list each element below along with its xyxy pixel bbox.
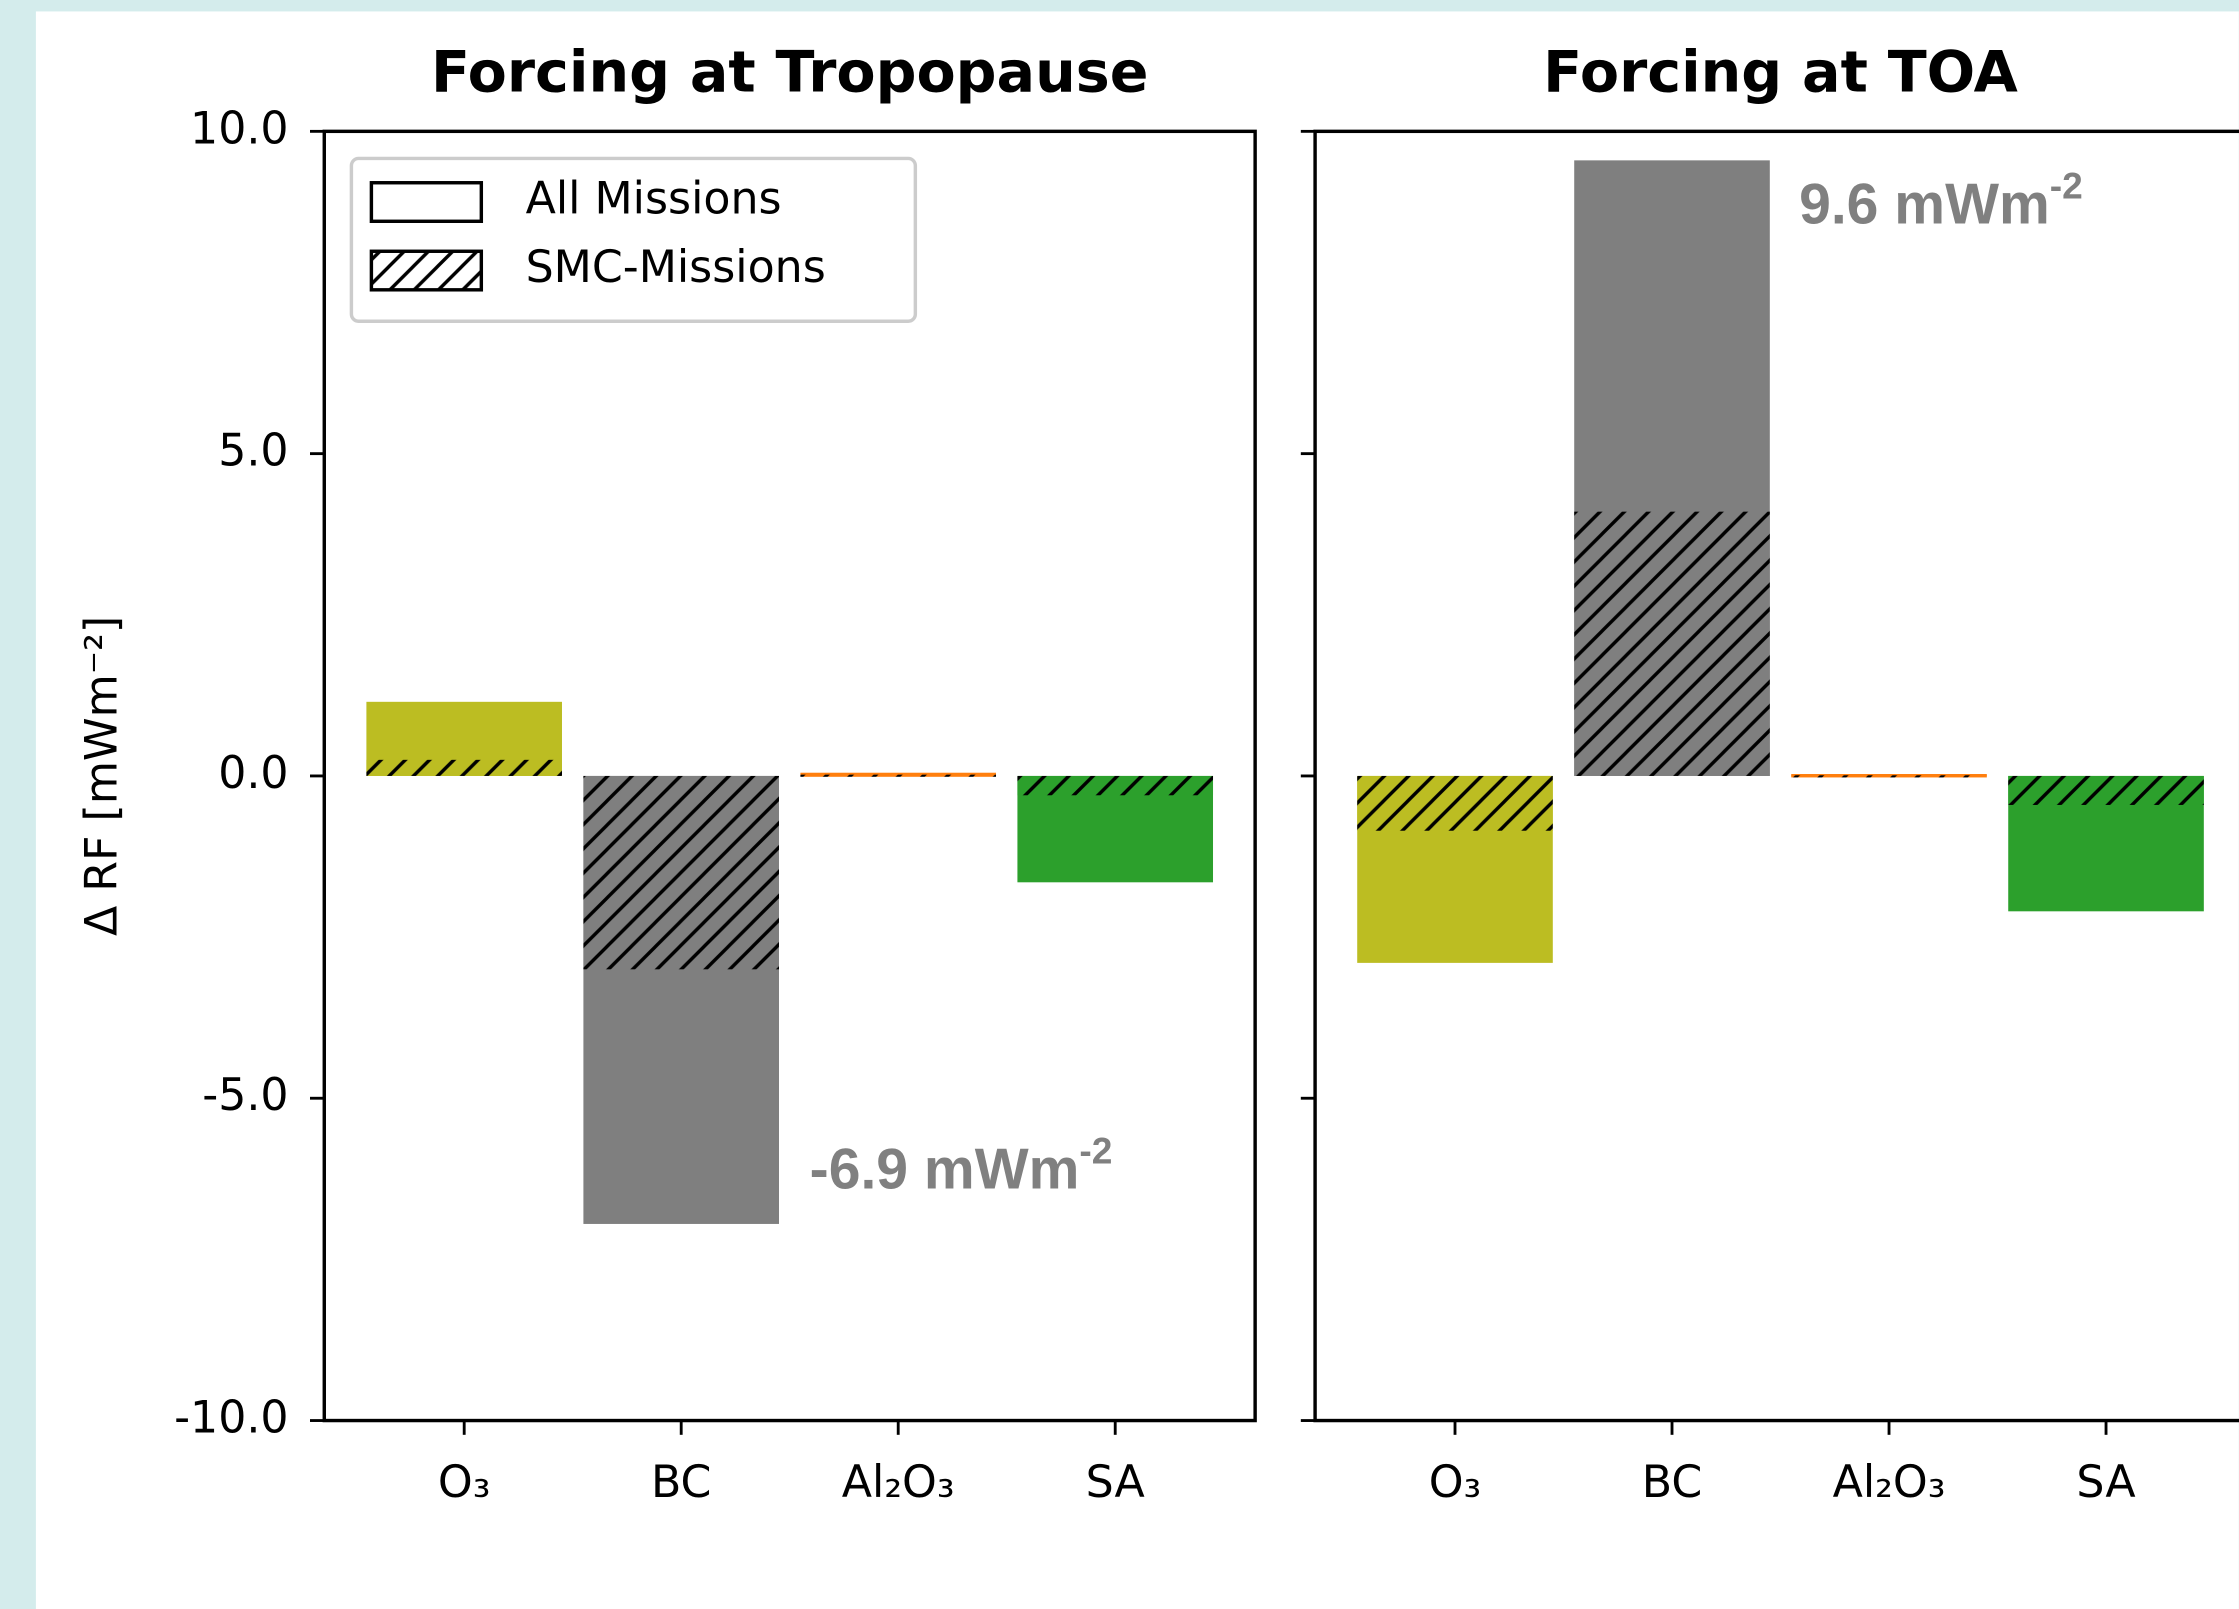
y-tick-label: 10.0 [190, 103, 289, 154]
y-tick-label: -5.0 [202, 1070, 288, 1121]
annotation-text: 9.6 mWm [1799, 173, 2050, 237]
bar [1017, 775, 1214, 796]
bar [1791, 774, 1987, 777]
legend-patch [369, 181, 484, 224]
x-tick-label: SA [2076, 1457, 2135, 1508]
x-tick-label: O₃ [1429, 1457, 1482, 1508]
annotation-superscript: -2 [1079, 1129, 1112, 1171]
bar [1357, 775, 1553, 831]
x-tick-label: SA [1086, 1457, 1145, 1508]
bar [800, 774, 997, 777]
legend-label: SMC-Missions [526, 242, 826, 293]
x-tick-label: Al₂O₃ [1833, 1457, 1946, 1508]
y-tick-label: -10.0 [174, 1393, 288, 1444]
annotation-text: -6.9 mWm [810, 1138, 1080, 1202]
plot-frame [1313, 129, 2239, 1423]
chart-title: Forcing at TOA [1543, 39, 2018, 105]
y-axis-label: Δ RF [mWm⁻²] [76, 616, 127, 936]
legend-box [349, 156, 918, 323]
legend: All Missions SMC-Missions [349, 156, 918, 323]
legend-label: All Missions [526, 173, 782, 224]
plot-frame [322, 129, 1257, 1423]
x-tick-label: BC [1642, 1457, 1702, 1508]
x-tick-label: BC [651, 1457, 711, 1508]
bar [800, 772, 997, 776]
bar [366, 759, 562, 776]
chart-title: Forcing at Tropopause [431, 39, 1148, 105]
y-tick-label: 5.0 [218, 426, 288, 477]
annotation: -6.9 mWm-2 [810, 1129, 1113, 1201]
legend-patch [369, 249, 484, 292]
bar [1574, 511, 1770, 776]
x-tick-label: Al₂O₃ [842, 1457, 955, 1508]
annotation: 9.6 mWm-2 [1799, 164, 2083, 236]
bar [2008, 775, 2204, 805]
x-tick-label: O₃ [438, 1457, 491, 1508]
bar [1791, 775, 1987, 778]
bar [583, 775, 779, 970]
y-tick-label: 0.0 [218, 748, 288, 799]
annotation-superscript: -2 [2050, 164, 2083, 206]
